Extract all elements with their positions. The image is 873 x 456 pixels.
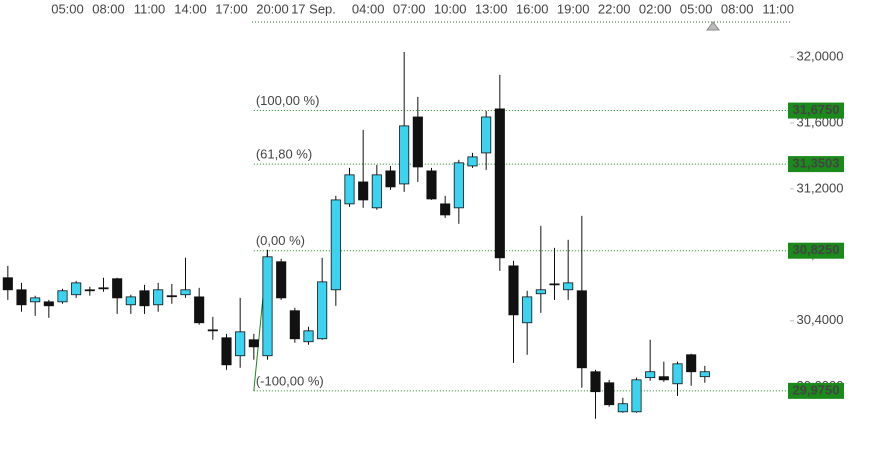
candle-body xyxy=(590,371,601,393)
candle-body xyxy=(180,289,191,296)
x-tick-label: 07:00 xyxy=(393,1,426,16)
candle-body xyxy=(522,296,533,324)
candle-body xyxy=(412,116,423,168)
price-label-box xyxy=(788,102,844,119)
candle-body xyxy=(481,116,492,154)
fib-level-name: (61,80 %) xyxy=(256,147,312,162)
candle-body xyxy=(563,282,574,291)
candle-body xyxy=(672,363,683,385)
candle-body xyxy=(535,289,546,295)
y-tick-label: 30,4000 xyxy=(797,312,844,327)
x-tick-label: 16:00 xyxy=(516,1,549,16)
candle-body xyxy=(125,296,136,306)
scroll-marker xyxy=(706,21,720,31)
x-tick-label: 17:00 xyxy=(215,1,248,16)
x-tick-label: 13:00 xyxy=(475,1,508,16)
candle-body xyxy=(467,156,478,167)
candle-body xyxy=(494,108,505,259)
candle-body xyxy=(248,339,259,348)
y-tick-label: 31,2000 xyxy=(797,180,844,195)
candle-body xyxy=(166,295,177,298)
candle-body xyxy=(576,290,587,369)
candle-body xyxy=(207,329,218,332)
candle-body xyxy=(262,256,273,357)
x-tick-label: 11:00 xyxy=(134,1,166,16)
candle-body xyxy=(399,125,410,185)
candle-body xyxy=(385,170,396,188)
x-tick-label: 05:00 xyxy=(51,1,84,16)
candle-body xyxy=(98,287,109,290)
x-tick-label: 17 Sep. xyxy=(291,1,336,16)
candle-body xyxy=(453,162,464,209)
x-tick-label: 20:00 xyxy=(256,1,289,16)
fib-level-name: (100,00 %) xyxy=(256,93,320,108)
candle-body xyxy=(686,354,697,373)
x-tick-label: 08:00 xyxy=(92,1,125,16)
candle-body xyxy=(330,199,341,291)
candle-body xyxy=(426,170,437,200)
candle-body xyxy=(617,403,628,413)
fib-level-name: (-100,00 %) xyxy=(256,373,324,388)
candle-body xyxy=(276,261,287,299)
x-tick-label: 22:00 xyxy=(598,1,631,16)
x-tick-label: 08:00 xyxy=(721,1,754,16)
price-label-box xyxy=(788,156,844,173)
candle-body xyxy=(604,382,615,406)
candle-body xyxy=(16,289,27,306)
x-tick-label: 11:00 xyxy=(762,1,794,16)
x-tick-label: 19:00 xyxy=(557,1,590,16)
candle-body xyxy=(289,310,300,340)
candle-body xyxy=(153,289,164,306)
candle-body xyxy=(30,297,41,303)
candle-body xyxy=(699,371,710,378)
candle-body xyxy=(631,379,642,413)
candle-body xyxy=(303,330,314,343)
candle-body xyxy=(235,331,246,357)
candle-body xyxy=(358,181,369,201)
y-tick-label: 32,0000 xyxy=(797,48,844,63)
price-label: 29,9750 xyxy=(793,382,840,397)
candle-body xyxy=(194,296,205,324)
price-label: 30,8250 xyxy=(793,242,840,257)
candle-body xyxy=(658,376,669,381)
x-tick-label: 10:00 xyxy=(434,1,467,16)
candle-body xyxy=(440,203,451,216)
candle-body xyxy=(84,289,95,292)
candle-body xyxy=(2,277,13,291)
price-label-box xyxy=(788,382,844,399)
x-tick-label: 05:00 xyxy=(680,1,713,16)
candle-body xyxy=(645,371,656,379)
candle-body xyxy=(549,283,560,286)
candle-body xyxy=(43,301,54,307)
candle-body xyxy=(371,174,382,209)
candle-body xyxy=(221,337,232,366)
price-label: 31,6750 xyxy=(793,102,840,117)
candle-body xyxy=(317,281,328,340)
candle-body xyxy=(139,290,150,307)
x-tick-label: 04:00 xyxy=(352,1,385,16)
x-tick-label: 02:00 xyxy=(639,1,672,16)
candle-body xyxy=(112,278,123,299)
candle-body xyxy=(344,174,355,205)
candle-body xyxy=(71,282,82,296)
price-label-box xyxy=(788,242,844,259)
candle-body xyxy=(57,290,68,303)
fib-level-name: (0,00 %) xyxy=(256,233,305,248)
candle-body xyxy=(508,265,519,316)
x-tick-label: 14:00 xyxy=(174,1,207,16)
price-label: 31,3503 xyxy=(793,156,840,171)
